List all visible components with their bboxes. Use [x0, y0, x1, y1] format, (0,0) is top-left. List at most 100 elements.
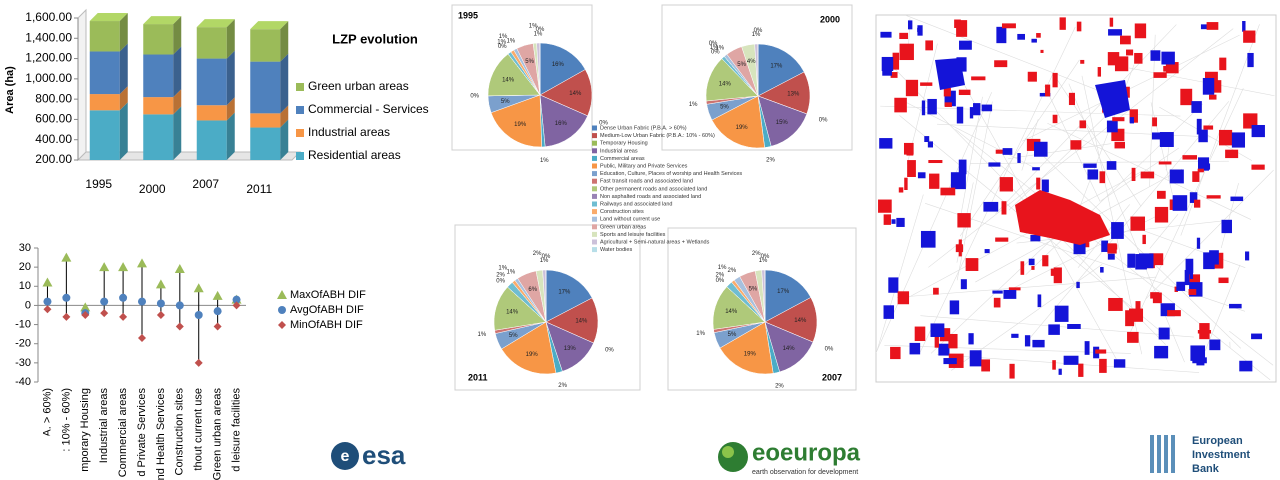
- map-parcel: [1150, 50, 1161, 61]
- map-parcel: [969, 350, 982, 367]
- map-parcel: [1106, 161, 1117, 170]
- map-parcel: [1052, 114, 1058, 124]
- map-parcel: [992, 290, 1003, 294]
- map-parcel: [928, 160, 943, 164]
- eib-text: European: [1192, 435, 1243, 447]
- bar-side: [226, 19, 235, 59]
- map-parcel: [1192, 357, 1207, 364]
- map-parcel: [1243, 30, 1256, 43]
- map-parcel: [1225, 149, 1239, 159]
- map-parcel: [1032, 167, 1040, 171]
- map-parcel: [1209, 339, 1221, 351]
- map-parcel: [1108, 29, 1122, 36]
- map-parcel: [904, 177, 908, 190]
- pie-slice: [487, 53, 541, 97]
- marker-avg: [232, 295, 241, 304]
- pie-label: 19%: [744, 352, 757, 358]
- x-tick-label: nd Health Services: [155, 388, 167, 480]
- pie-label: 0%: [825, 346, 834, 352]
- map-parcel: [905, 79, 919, 97]
- legend-label: Green urban areas: [600, 224, 646, 230]
- pie-label: 17%: [558, 289, 571, 295]
- map-parcel: [882, 64, 892, 76]
- marker-avg: [43, 297, 52, 306]
- bar-segment: [89, 86, 128, 111]
- pie-slice: [490, 94, 542, 148]
- map-street: [1022, 34, 1240, 142]
- legend-label: Other permanent roads and associated lan…: [600, 186, 707, 192]
- map-parcel: [1151, 132, 1164, 140]
- bar-side: [226, 112, 235, 160]
- pie-label: 5%: [737, 62, 746, 68]
- esa-logo: e esa: [331, 440, 406, 470]
- map-parcel: [1009, 363, 1015, 379]
- map-parcel: [1108, 297, 1123, 311]
- map-parcel: [1134, 23, 1147, 39]
- pie-slice: [539, 42, 586, 96]
- marker-avg: [278, 306, 286, 314]
- map-parcel: [1174, 286, 1178, 292]
- legend-swatch: [592, 125, 597, 131]
- map-parcel: [1106, 120, 1118, 133]
- bar-front: [196, 27, 227, 59]
- plot-wall: [77, 8, 87, 162]
- map-parcel: [1036, 33, 1041, 38]
- bar-front: [196, 120, 227, 160]
- map-parcel: [909, 342, 921, 355]
- map-parcel: [969, 107, 974, 119]
- map-parcel: [948, 333, 958, 349]
- map-parcel: [1176, 281, 1186, 291]
- map-parcel: [1152, 117, 1158, 127]
- pie-label: 19%: [526, 352, 539, 358]
- legend-label: Non asphalted roads and associated land: [600, 194, 701, 200]
- map-parcel: [1192, 171, 1200, 182]
- pie-title: 2007: [822, 372, 842, 382]
- pie-title: 1995: [458, 10, 478, 20]
- legend-swatch: [592, 140, 597, 146]
- map-parcel: [943, 358, 957, 365]
- bar-segment: [250, 53, 289, 114]
- legend-label: Land without current use: [600, 217, 660, 223]
- bar-segment: [143, 16, 182, 55]
- legend-label: MinOfABH DIF: [290, 319, 363, 331]
- pie-label: 2%: [727, 268, 736, 274]
- legend-swatch: [592, 133, 597, 139]
- map-parcel: [1142, 234, 1146, 245]
- pie-label: 1%: [478, 332, 487, 338]
- eib-bar: [1150, 435, 1154, 473]
- map-street: [1149, 214, 1179, 249]
- pie-label: 6%: [528, 287, 537, 293]
- map-parcel: [1073, 240, 1086, 255]
- map-parcel: [933, 287, 939, 295]
- pie-title: 2000: [820, 14, 840, 24]
- bar-segment: [143, 106, 182, 160]
- map-parcel: [1059, 17, 1066, 30]
- bar-front: [143, 97, 174, 115]
- map-parcel: [1129, 117, 1134, 124]
- legend-label: Fast transit roads and associated land: [600, 179, 693, 185]
- map-parcel: [983, 201, 999, 212]
- legend-label: Sports and leisure facilities: [600, 232, 666, 238]
- bar-front: [250, 61, 281, 114]
- x-tick-label: Industrial areas: [98, 388, 110, 464]
- pie-title: 2011: [468, 372, 488, 382]
- y-tick-label: 600.00: [35, 112, 72, 126]
- map-parcel: [1101, 240, 1109, 252]
- map-parcel: [995, 149, 1004, 154]
- x-tick-label: Commercial areas: [117, 388, 129, 478]
- map-parcel: [984, 249, 990, 254]
- map-street: [1025, 101, 1230, 344]
- map-parcel: [1095, 80, 1130, 118]
- pie-label: 17%: [770, 63, 783, 69]
- pie-label: 1%: [540, 258, 549, 264]
- map-parcel: [879, 138, 893, 149]
- map-parcel: [1182, 155, 1198, 160]
- map-street: [1128, 88, 1244, 336]
- map-parcel: [943, 87, 951, 97]
- bar-side: [173, 106, 182, 160]
- esa-text: esa: [362, 440, 406, 470]
- pie-label: 13%: [564, 346, 577, 352]
- pie-label: 1%: [710, 45, 719, 51]
- marker-avg: [100, 297, 109, 306]
- map-street: [1008, 100, 1122, 211]
